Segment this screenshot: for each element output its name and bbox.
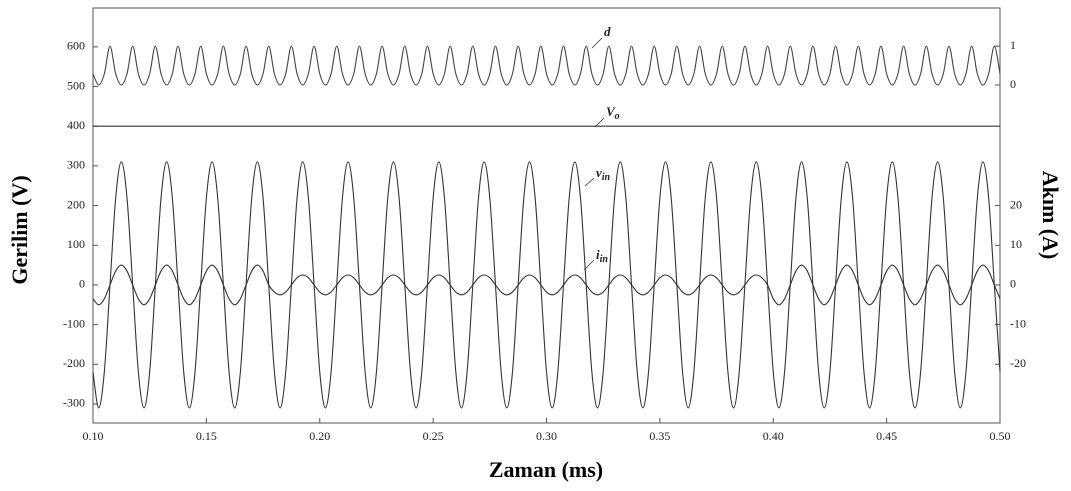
y2-axis-title: Akım (A) bbox=[1038, 171, 1063, 260]
label-leader bbox=[594, 117, 605, 128]
series-line bbox=[92, 264, 1001, 306]
x-axis-title: Zaman (ms) bbox=[489, 457, 603, 482]
y2-tick-label: 0 bbox=[1010, 277, 1016, 291]
plot-frame bbox=[92, 7, 1001, 424]
y-tick-label: -200 bbox=[63, 356, 85, 370]
label-leader bbox=[584, 177, 595, 187]
y-tick-label: 300 bbox=[67, 158, 85, 172]
y-tick-label: 500 bbox=[67, 78, 85, 92]
x-tick-label: 0.45 bbox=[876, 429, 897, 443]
x-tick-label: 0.20 bbox=[309, 429, 330, 443]
y2-tick-label: -10 bbox=[1010, 316, 1026, 330]
x-tick-label: 0.25 bbox=[423, 429, 444, 443]
x-tick-label: 0.35 bbox=[649, 429, 670, 443]
series-line bbox=[92, 161, 1001, 409]
y-tick-label: -300 bbox=[63, 396, 85, 410]
y-tick-label: 200 bbox=[67, 197, 85, 211]
y2-tick-label: -20 bbox=[1010, 356, 1026, 370]
x-tick-label: 0.40 bbox=[763, 429, 784, 443]
label-leader bbox=[591, 37, 603, 49]
x-tick-label: 0.30 bbox=[536, 429, 557, 443]
y-tick-label: 600 bbox=[67, 39, 85, 53]
series-label: iin bbox=[596, 247, 608, 265]
series-label: Vo bbox=[606, 104, 620, 122]
series-line bbox=[92, 45, 1001, 86]
y-tick-label: 0 bbox=[79, 277, 85, 291]
x-tick-label: 0.50 bbox=[990, 429, 1011, 443]
y-axis-title: Gerilim (V) bbox=[7, 175, 32, 284]
series-label: vin bbox=[596, 165, 611, 183]
y-tick-label: 100 bbox=[67, 237, 85, 251]
y2-tick-label: 20 bbox=[1010, 197, 1022, 211]
y2-tick-label: 10 bbox=[1010, 237, 1022, 251]
y3-tick-label: 0 bbox=[1010, 77, 1016, 91]
y3-tick-label: 1 bbox=[1010, 38, 1016, 52]
x-tick-label: 0.10 bbox=[83, 429, 104, 443]
y-tick-label: 400 bbox=[67, 118, 85, 132]
series-label: d bbox=[604, 24, 611, 39]
x-tick-label: 0.15 bbox=[196, 429, 217, 443]
label-leader bbox=[583, 259, 595, 271]
y-tick-label: -100 bbox=[63, 316, 85, 330]
